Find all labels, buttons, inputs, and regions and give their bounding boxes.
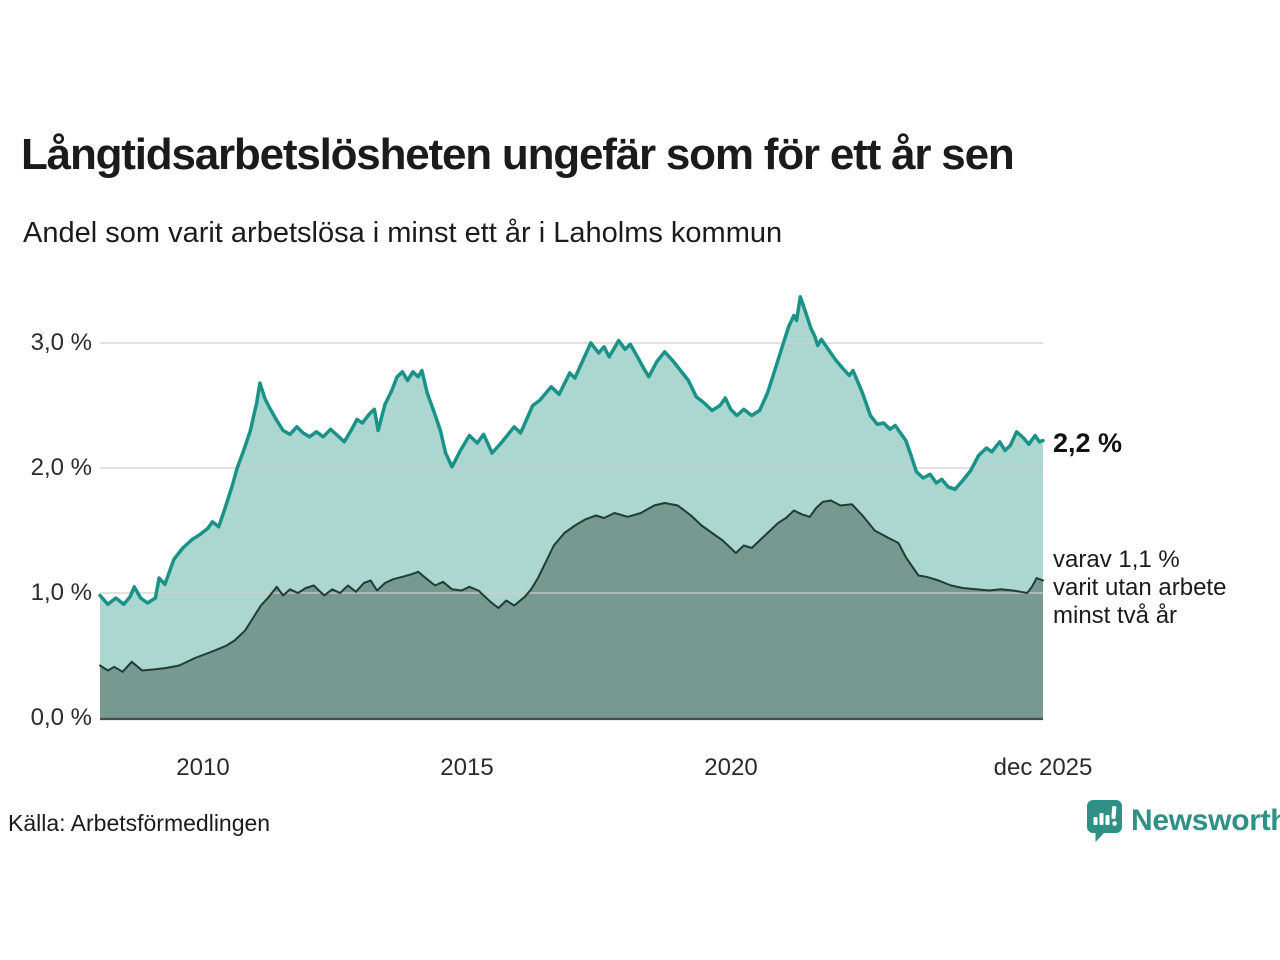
secondary-value-annotation: varav 1,1 % varit utan arbete minst två …	[1053, 546, 1226, 630]
x-tick-label-dec-2025: dec 2025	[993, 754, 1093, 781]
page-title: Långtidsarbetslösheten ungefär som för e…	[21, 130, 1015, 179]
y-tick-label-1: 1,0 %	[30, 579, 92, 606]
brand-name: Newsworthy	[1131, 804, 1280, 837]
y-tick-label-3: 3,0 %	[30, 329, 92, 356]
area-fill-series-1	[100, 500, 1043, 718]
page-subtitle: Andel som varit arbetslösa i minst ett å…	[23, 217, 783, 249]
source-label: Källa: Arbetsförmedlingen	[8, 810, 271, 836]
newsworthy-logo-icon	[1087, 800, 1122, 842]
x-tick-label-2015: 2015	[440, 754, 494, 781]
newsworthy-brand-link[interactable]: Newsworthy	[1086, 799, 1280, 843]
secondary-annotation-line: varit utan arbete	[1053, 574, 1227, 601]
y-tick-label-2: 2,0 %	[30, 454, 92, 481]
secondary-annotation-line: minst två år	[1053, 602, 1178, 629]
y-tick-label-0: 0,0 %	[30, 704, 92, 731]
x-tick-label-2010: 2010	[176, 754, 230, 781]
current-value-annotation: 2,2 %	[1053, 428, 1123, 458]
secondary-annotation-line: varav 1,1 %	[1053, 546, 1180, 573]
series-line-0	[98, 295, 1045, 607]
x-tick-label-2020: 2020	[704, 754, 758, 781]
series-line-1	[99, 499, 1044, 673]
